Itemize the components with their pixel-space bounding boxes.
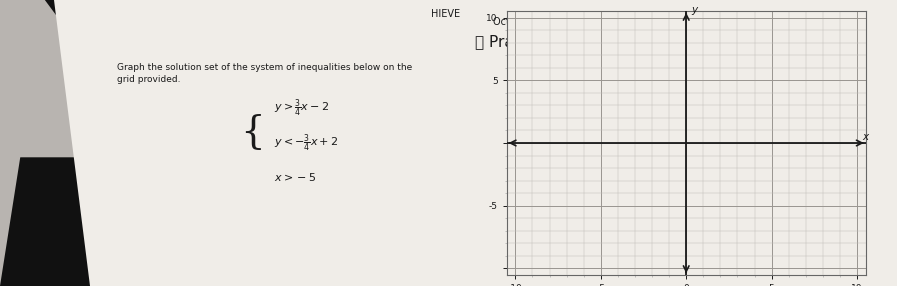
Polygon shape	[54, 0, 897, 286]
Text: $y < -\frac{3}{4}x + 2$: $y < -\frac{3}{4}x + 2$	[274, 132, 338, 154]
Text: HIEVE: HIEVE	[431, 9, 459, 19]
Text: $y > \frac{3}{4}x - 2$: $y > \frac{3}{4}x - 2$	[274, 98, 328, 120]
Text: October 21, 2024: October 21, 2024	[493, 17, 579, 27]
Text: Graph the solution set of the system of inequalities below on the
grid provided.: Graph the solution set of the system of …	[117, 63, 412, 84]
Polygon shape	[0, 0, 161, 157]
Polygon shape	[0, 0, 197, 286]
Text: ⛋ Practice: ⛋ Practice	[475, 34, 551, 49]
Text: {: {	[239, 114, 265, 152]
Text: $x > -5$: $x > -5$	[274, 171, 316, 183]
Text: y: y	[691, 5, 697, 15]
Text: x: x	[862, 132, 868, 142]
